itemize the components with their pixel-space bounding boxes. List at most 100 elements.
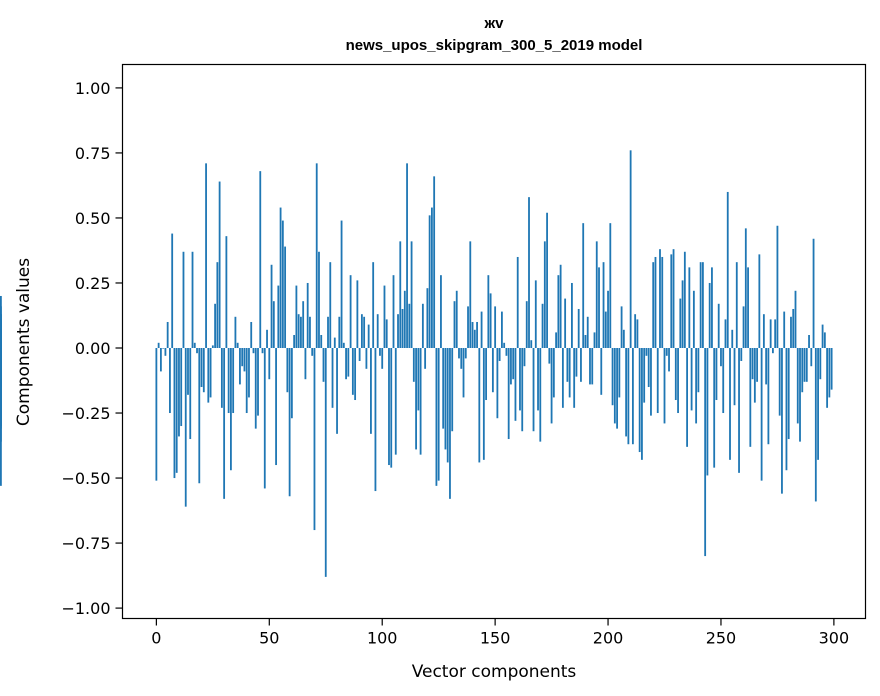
bar-17 (193, 342, 196, 348)
bar-219 (650, 348, 652, 416)
chart-title: жv (484, 15, 505, 32)
bar-41 (248, 348, 250, 398)
bar-2 (159, 348, 162, 372)
bar-192 (589, 348, 591, 385)
bar-251 (722, 348, 725, 414)
bar-205 (618, 348, 621, 398)
bar-78 (331, 348, 334, 408)
bar-285 (799, 348, 801, 442)
bar-156 (507, 348, 510, 440)
bar-116 (417, 348, 420, 411)
bar-276 (778, 348, 781, 416)
bar-265 (753, 348, 756, 403)
bar-100 (381, 348, 384, 369)
bar-215 (641, 348, 643, 460)
bar-187 (577, 308, 580, 348)
bar-283 (794, 290, 797, 348)
bar-248 (715, 348, 718, 401)
bar-244 (706, 348, 709, 476)
bar-195 (595, 241, 598, 348)
bar-295 (821, 324, 824, 348)
bar-38 (241, 348, 244, 367)
bar-5 (166, 321, 169, 348)
bar-213 (636, 319, 639, 348)
bar-148 (489, 293, 492, 348)
bar-73 (320, 335, 323, 348)
bar-undefined (0, 329, 2, 349)
bars-group (0, 150, 833, 577)
bar-268 (760, 348, 763, 481)
bar-164 (525, 301, 528, 349)
bar-141 (473, 329, 476, 349)
bar-69 (311, 348, 314, 356)
bar-201 (609, 223, 612, 349)
bar-3 (162, 348, 165, 349)
x-tick-label: 150 (480, 629, 511, 648)
bar-270 (765, 348, 768, 385)
bar-66 (304, 348, 307, 380)
bar-62 (295, 285, 298, 348)
bar-34 (232, 348, 235, 414)
bar-198 (602, 262, 605, 348)
bar-273 (772, 348, 774, 354)
bar-61 (293, 335, 296, 348)
bar-93 (365, 348, 368, 369)
bar-60 (290, 348, 293, 419)
bar-162 (521, 348, 524, 432)
bar-179 (559, 264, 562, 348)
bar-137 (464, 348, 467, 359)
bar-124 (435, 348, 438, 486)
bar-237 (690, 348, 693, 411)
bar-189 (582, 223, 585, 349)
bar-130 (449, 348, 451, 499)
bar-238 (692, 290, 695, 348)
y-tick-label: −0.25 (61, 404, 110, 423)
bar-194 (593, 332, 596, 349)
bar-13 (184, 348, 187, 507)
bar-272 (769, 319, 772, 348)
bar-72 (318, 251, 320, 348)
bar-153 (501, 311, 503, 348)
bar-297 (826, 348, 829, 408)
bar-101 (383, 285, 386, 348)
bar-139 (469, 241, 472, 348)
bar-260 (742, 306, 745, 349)
bar-239 (695, 348, 698, 424)
bar-46 (259, 171, 262, 348)
bar-138 (467, 306, 469, 349)
bar-105 (392, 275, 395, 349)
bar-120 (426, 288, 429, 348)
bar-218 (647, 348, 650, 388)
bar-67 (306, 282, 309, 348)
bar-228 (670, 254, 673, 348)
bar-204 (616, 348, 618, 429)
bar-16 (191, 251, 194, 348)
bar-107 (397, 314, 399, 348)
bar-147 (487, 275, 490, 349)
bar-118 (421, 303, 424, 349)
bar-254 (729, 348, 731, 460)
bar-121 (428, 215, 431, 348)
bar-42 (250, 321, 253, 348)
bar-154 (503, 342, 506, 348)
bar-117 (419, 348, 422, 455)
bar-28 (218, 181, 221, 348)
bar-163 (523, 348, 526, 367)
bar-159 (514, 348, 517, 421)
bar-129 (446, 348, 449, 463)
bar-233 (681, 280, 684, 348)
bar-293 (817, 348, 819, 460)
bar-27 (216, 262, 219, 348)
bar-200 (607, 290, 609, 348)
bar-250 (720, 348, 722, 367)
bar-142 (476, 321, 478, 348)
bar-149 (491, 348, 494, 393)
y-tick-label: 0.25 (75, 274, 111, 293)
bar-57 (284, 246, 287, 349)
bar-262 (747, 267, 749, 348)
bar-166 (530, 340, 533, 348)
bar-127 (442, 348, 445, 429)
y-tick-label: −1.00 (61, 599, 110, 618)
